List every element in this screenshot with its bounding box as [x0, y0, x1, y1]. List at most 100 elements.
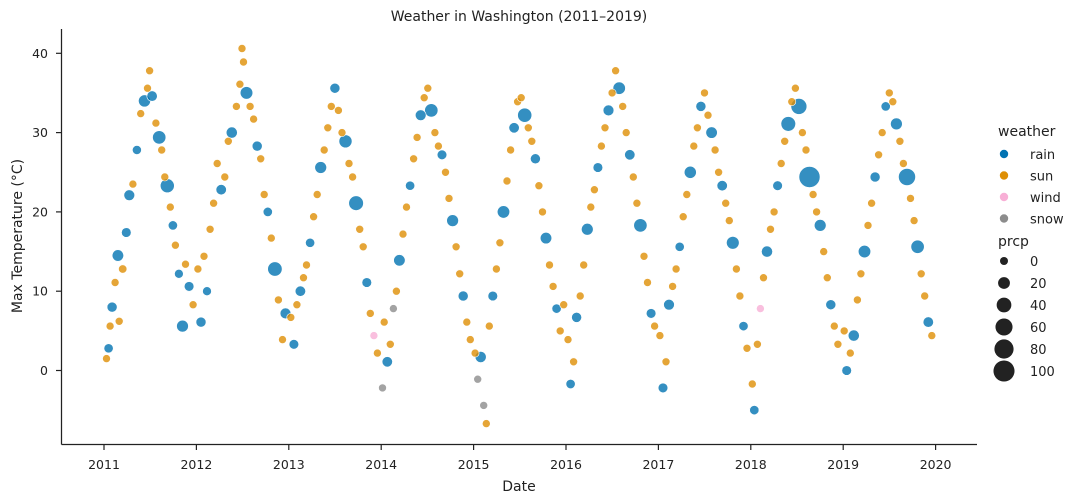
- y-tick-label: 10: [32, 284, 48, 299]
- data-point-sun: [309, 212, 318, 221]
- chart-title: Weather in Washington (2011–2019): [391, 9, 648, 25]
- data-point-sun: [319, 145, 329, 155]
- data-point-sun: [916, 269, 926, 279]
- data-point-sun: [920, 291, 930, 301]
- data-point-sun: [780, 137, 790, 146]
- data-point-rain: [361, 277, 372, 288]
- legend-size-title: prcp: [998, 234, 1029, 250]
- data-point-sun: [607, 88, 617, 98]
- data-point-sun: [259, 190, 269, 199]
- y-ticks: 0 10 20 30 40: [32, 46, 62, 378]
- legend-size-label: 60: [1030, 321, 1047, 336]
- legend-size-label: 0: [1030, 255, 1038, 270]
- legend-marker-wind: [999, 192, 1009, 202]
- data-point-sun: [555, 326, 565, 336]
- data-point-rain: [195, 316, 207, 328]
- data-point-sun: [655, 331, 665, 340]
- data-point-sun: [724, 216, 734, 225]
- data-point-sun: [621, 128, 631, 137]
- data-point-sun: [235, 79, 245, 89]
- data-point-sun: [278, 335, 287, 344]
- legend-size-marker: [993, 360, 1015, 382]
- data-point-sun: [286, 313, 296, 322]
- data-point-sun: [808, 190, 818, 199]
- data-point-sun: [559, 300, 569, 310]
- data-point-sun: [661, 357, 671, 367]
- data-point-rain: [695, 101, 707, 112]
- data-point-rain: [103, 343, 114, 354]
- data-point-sun: [545, 260, 554, 270]
- data-point-rain: [424, 103, 439, 118]
- data-point-sun: [700, 88, 709, 98]
- data-point-sun: [769, 207, 779, 217]
- data-point-rain: [174, 269, 184, 279]
- data-point-sun: [434, 141, 443, 151]
- data-point-rain: [880, 101, 891, 112]
- data-point-sun: [853, 295, 862, 305]
- data-point-sun: [534, 181, 544, 190]
- data-point-sun: [639, 251, 649, 261]
- data-point-rain: [890, 117, 903, 131]
- data-point-rain: [683, 165, 697, 179]
- data-point-rain: [825, 299, 837, 311]
- data-point-sun: [102, 354, 111, 363]
- data-point-sun: [650, 321, 659, 331]
- data-point-sun: [682, 190, 692, 199]
- data-point-sun: [237, 44, 247, 53]
- data-point-sun: [266, 233, 276, 243]
- data-point-sun: [693, 123, 702, 133]
- data-point-rain: [152, 130, 167, 145]
- data-point-sun: [128, 179, 138, 189]
- data-point-rain: [922, 316, 934, 328]
- data-point-rain: [847, 329, 860, 342]
- data-point-rain: [571, 312, 582, 323]
- y-tick-label: 40: [32, 46, 48, 61]
- data-point-sun: [455, 269, 465, 279]
- data-point-sun: [895, 137, 905, 146]
- data-point-sun: [597, 141, 606, 151]
- data-point-sun: [118, 264, 128, 274]
- data-point-sun: [114, 316, 124, 326]
- data-point-sun: [776, 159, 786, 168]
- data-point-sun: [409, 154, 418, 164]
- data-point-sun: [632, 198, 642, 208]
- data-point-sun: [299, 273, 308, 283]
- data-point-sun: [732, 264, 741, 274]
- data-point-sun: [867, 198, 876, 208]
- data-point-sun: [312, 190, 322, 199]
- data-point-rain: [314, 161, 327, 174]
- data-point-sun: [249, 114, 258, 124]
- data-point-sun: [877, 128, 887, 137]
- data-point-rain: [663, 298, 675, 311]
- data-point-sun: [516, 93, 526, 102]
- data-point-rain: [159, 178, 175, 194]
- data-point-sun: [668, 282, 677, 291]
- legend: weather rain sun wind snow prcp 0 20 40 60 80 10…: [993, 124, 1064, 382]
- data-point-rain: [841, 365, 852, 376]
- data-point-rain: [772, 180, 783, 191]
- data-point-sun: [829, 321, 839, 331]
- data-point-sun: [365, 309, 375, 318]
- data-point-wind: [369, 331, 379, 340]
- data-point-rain: [716, 180, 728, 192]
- data-point-rain: [294, 285, 306, 297]
- data-point-sun: [586, 202, 596, 212]
- data-point-rain: [121, 227, 132, 238]
- axes: 2011 2012 2013 2014 2015 2016 2017 2018 2019 2020…: [32, 29, 977, 472]
- data-point-sun: [579, 260, 589, 270]
- data-point-rain: [508, 122, 520, 134]
- data-point-sun: [430, 128, 440, 137]
- legend-size-marker: [996, 297, 1012, 313]
- data-point-sun: [538, 207, 547, 217]
- data-point-sun: [759, 273, 768, 283]
- data-point-sun: [470, 348, 480, 358]
- data-point-rain: [633, 218, 648, 233]
- data-point-rain: [381, 356, 393, 368]
- data-point-sun: [110, 278, 120, 287]
- data-point-rain: [780, 116, 796, 132]
- data-point-rain: [496, 205, 511, 219]
- x-tick-label: 2014: [365, 457, 397, 472]
- data-point-rain: [167, 220, 178, 231]
- data-point-rain: [749, 405, 760, 416]
- data-point-sun: [385, 339, 395, 349]
